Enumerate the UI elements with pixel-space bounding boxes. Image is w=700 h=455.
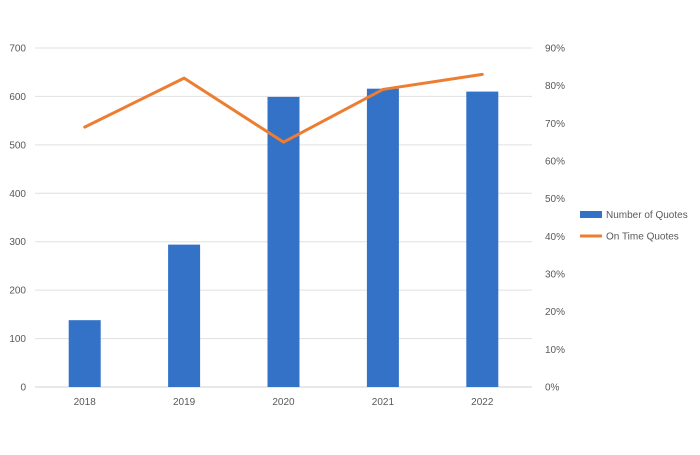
y-right-tick-label: 90%	[545, 44, 565, 55]
y-right-tick-label: 10%	[545, 345, 565, 356]
y-left-tick-label: 0	[20, 383, 26, 394]
y-right-tick-label: 40%	[545, 232, 565, 243]
y-right-tick-label: 50%	[545, 194, 565, 205]
y-right-tick-label: 60%	[545, 157, 565, 168]
y-left-tick-label: 700	[9, 44, 26, 55]
y-left-tick-label: 200	[9, 286, 26, 297]
y-left-tick-label: 400	[9, 189, 26, 200]
legend-label-number-of-quotes: Number of Quotes	[606, 210, 688, 221]
y-left-tick-label: 300	[9, 237, 26, 248]
x-tick-label: 2019	[173, 397, 196, 408]
y-left-tick-label: 500	[9, 140, 26, 151]
y-left-tick-label: 100	[9, 334, 26, 345]
bar-number-of-quotes	[466, 92, 498, 387]
y-right-tick-label: 70%	[545, 119, 565, 130]
y-right-tick-label: 20%	[545, 307, 565, 318]
x-tick-label: 2021	[372, 397, 395, 408]
y-right-tick-label: 80%	[545, 81, 565, 92]
bar-number-of-quotes	[367, 89, 399, 387]
x-tick-label: 2022	[471, 397, 494, 408]
y-right-tick-label: 30%	[545, 270, 565, 281]
y-right-tick-label: 0%	[545, 383, 560, 394]
x-tick-label: 2020	[272, 397, 295, 408]
x-tick-label: 2018	[74, 397, 97, 408]
bar-number-of-quotes	[69, 320, 101, 387]
bar-number-of-quotes	[168, 245, 200, 387]
y-left-tick-label: 600	[9, 92, 26, 103]
legend-swatch-number-of-quotes	[580, 211, 602, 218]
legend-label-on-time-quotes: On Time Quotes	[606, 232, 679, 243]
